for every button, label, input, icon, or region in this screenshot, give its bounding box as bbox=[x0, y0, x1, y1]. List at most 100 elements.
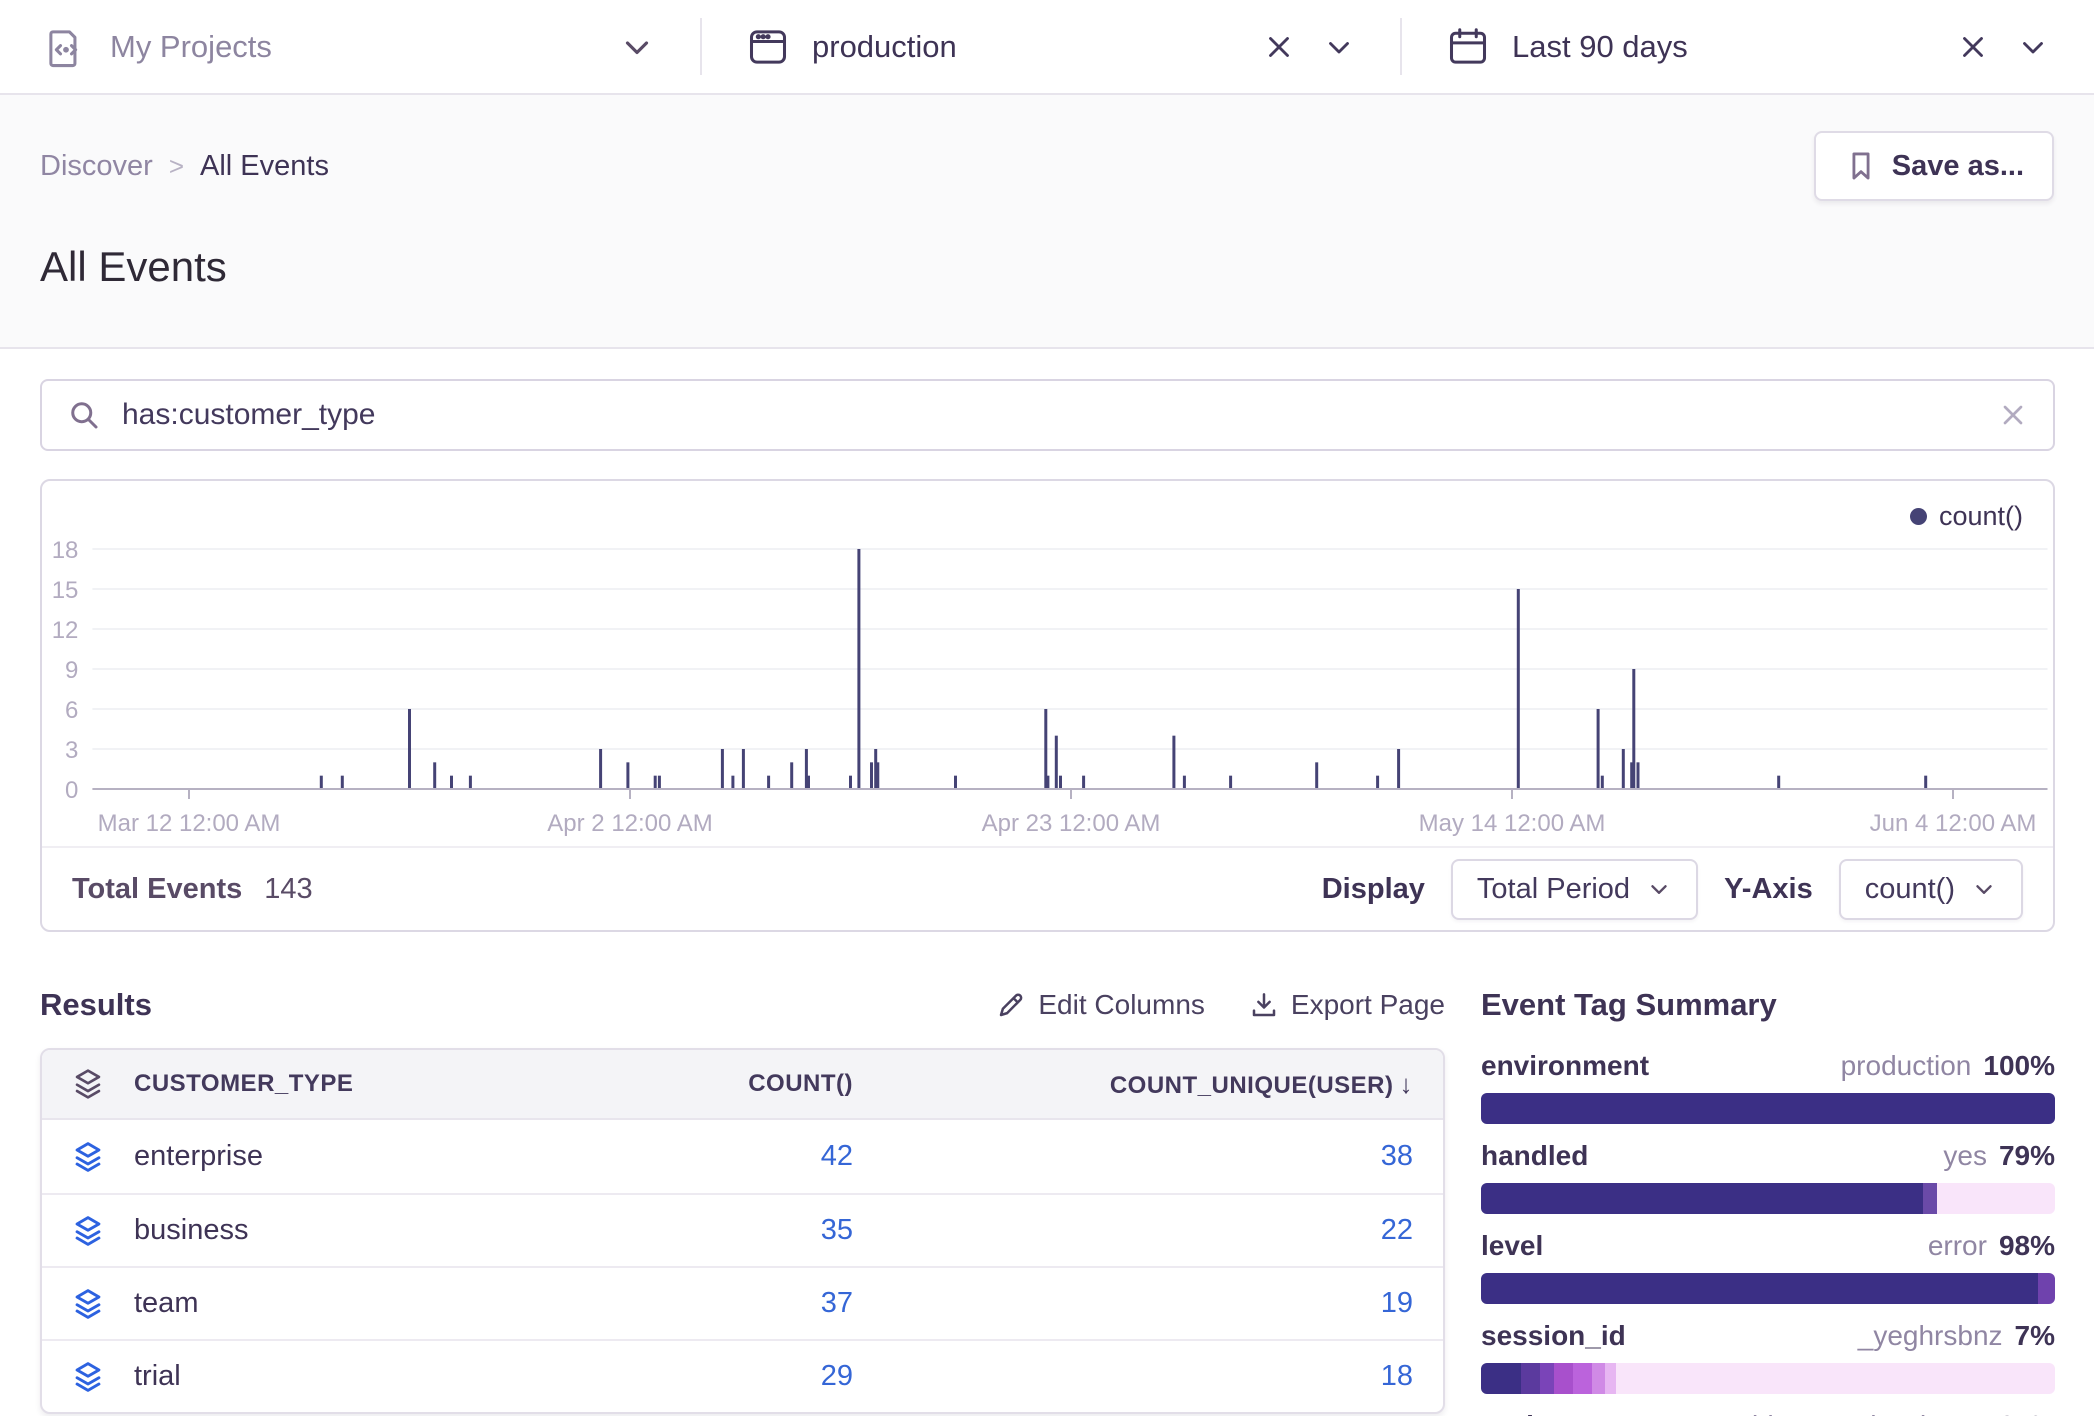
count-unique-user-value-link[interactable]: 38 bbox=[1380, 1140, 1413, 1172]
tag-name[interactable]: project bbox=[1481, 1410, 1574, 1416]
tag-bar-segment bbox=[1922, 1183, 1938, 1214]
chart-legend: count() bbox=[1909, 501, 2023, 532]
svg-text:15: 15 bbox=[52, 577, 79, 604]
breadcrumb-discover-link[interactable]: Discover bbox=[40, 149, 153, 182]
tag-distribution-bar[interactable] bbox=[1481, 1273, 2055, 1304]
tag-bar-segment bbox=[1481, 1183, 1923, 1214]
page-header: Discover > All Events Save as... All Eve… bbox=[0, 95, 2094, 349]
display-dropdown[interactable]: Total Period bbox=[1450, 858, 1699, 920]
tag-distribution-bar[interactable] bbox=[1481, 1363, 2055, 1394]
customer-type-value: business bbox=[134, 1214, 249, 1246]
download-icon bbox=[1252, 993, 1276, 1017]
svg-text:Apr 23 12:00 AM: Apr 23 12:00 AM bbox=[982, 810, 1161, 837]
column-header-customer-type[interactable]: CUSTOMER_TYPE bbox=[134, 1070, 354, 1097]
sort-desc-icon: ↓ bbox=[1399, 1068, 1413, 1099]
clear-environment-icon[interactable] bbox=[1262, 30, 1296, 64]
table-row: business 35 22 bbox=[42, 1193, 1443, 1266]
table-row: team 37 19 bbox=[42, 1266, 1443, 1339]
stack-icon bbox=[75, 1361, 101, 1392]
calendar-icon bbox=[1449, 27, 1487, 64]
project-selector[interactable]: My Projects bbox=[0, 0, 700, 93]
y-axis-dropdown[interactable]: count() bbox=[1838, 858, 2023, 920]
stack-icon bbox=[75, 1288, 101, 1319]
tag-percent: 79% bbox=[1998, 1140, 2055, 1171]
chart-footer: Total Events 143 Display Total Period Y-… bbox=[42, 846, 2053, 930]
edit-columns-button[interactable]: Edit Columns bbox=[996, 989, 1205, 1021]
search-input[interactable] bbox=[122, 398, 1977, 432]
table-header-row: CUSTOMER_TYPE COUNT() COUNT_UNIQUE(USER)… bbox=[42, 1050, 1443, 1120]
date-range-selector[interactable]: Last 90 days bbox=[1402, 0, 2094, 93]
breadcrumb: Discover > All Events bbox=[40, 150, 329, 183]
tag-top-value: error bbox=[1927, 1230, 1987, 1261]
clear-search-icon[interactable] bbox=[1997, 399, 2029, 431]
search-bar bbox=[40, 379, 2055, 451]
tag-summary-row: environment production 100% bbox=[1481, 1050, 2055, 1124]
svg-text:3: 3 bbox=[65, 737, 78, 764]
chevron-down-icon bbox=[1976, 885, 1992, 894]
export-page-button[interactable]: Export Page bbox=[1249, 989, 1445, 1021]
tag-summary-row: project ido-react-hardware 61% bbox=[1481, 1410, 2055, 1416]
svg-text:0: 0 bbox=[65, 777, 78, 804]
save-as-button[interactable]: Save as... bbox=[1813, 131, 2054, 201]
legend-count-dot bbox=[1909, 508, 1927, 525]
y-axis-label: Y-Axis bbox=[1724, 872, 1813, 905]
table-row: enterprise 42 38 bbox=[42, 1120, 1443, 1193]
customer-type-value: trial bbox=[134, 1360, 181, 1392]
tag-top-value: ido-react-hardware bbox=[1752, 1410, 1987, 1416]
chevron-down-icon[interactable] bbox=[618, 28, 656, 66]
tag-bar-segment bbox=[1539, 1363, 1555, 1394]
tag-name[interactable]: handled bbox=[1481, 1140, 1589, 1171]
tag-bar-segment bbox=[1616, 1363, 2055, 1394]
count-unique-user-value-link[interactable]: 19 bbox=[1380, 1287, 1413, 1319]
count-unique-user-value-link[interactable]: 18 bbox=[1380, 1360, 1413, 1392]
tag-name[interactable]: level bbox=[1481, 1230, 1544, 1261]
count-value-link[interactable]: 37 bbox=[820, 1287, 853, 1319]
tag-bar-segment bbox=[1592, 1363, 1605, 1394]
display-label: Display bbox=[1321, 872, 1425, 905]
breadcrumb-current: All Events bbox=[200, 149, 329, 182]
tag-distribution-bar[interactable] bbox=[1481, 1093, 2055, 1124]
tag-summary-row: handled yes 79% bbox=[1481, 1140, 2055, 1214]
svg-text:18: 18 bbox=[52, 537, 79, 564]
nav-divider bbox=[700, 18, 702, 75]
bookmark-icon bbox=[1852, 152, 1870, 180]
events-spike-chart[interactable]: 0 3 6 9 12 15 18 Mar 12 12:00 AM Apr 2 12:00 AM A… bbox=[42, 489, 2053, 841]
tag-percent: 100% bbox=[1983, 1050, 2055, 1081]
save-as-label: Save as... bbox=[1891, 149, 2024, 182]
count-value-link[interactable]: 42 bbox=[820, 1140, 853, 1172]
environment-selector[interactable]: production bbox=[702, 0, 1400, 93]
tag-distribution-bar[interactable] bbox=[1481, 1183, 2055, 1214]
environment-selector-label: production bbox=[812, 28, 957, 64]
project-selector-label: My Projects bbox=[110, 28, 272, 64]
tag-top-value: _yeghrsbnz bbox=[1857, 1320, 2003, 1351]
tag-bar-segment bbox=[1572, 1363, 1593, 1394]
tag-bar-segment bbox=[1481, 1363, 1522, 1394]
count-value-link[interactable]: 29 bbox=[820, 1360, 853, 1392]
column-header-count[interactable]: COUNT() bbox=[748, 1070, 853, 1097]
total-events-label: Total Events bbox=[72, 872, 243, 905]
tag-percent: 98% bbox=[1998, 1230, 2055, 1261]
chevron-down-icon[interactable] bbox=[2016, 30, 2050, 64]
tag-summary-row: level error 98% bbox=[1481, 1230, 2055, 1304]
tag-name[interactable]: environment bbox=[1481, 1050, 1650, 1081]
tag-bar-segment bbox=[1521, 1363, 1540, 1394]
breadcrumb-separator: > bbox=[168, 150, 184, 181]
tag-summary-heading: Event Tag Summary bbox=[1481, 987, 1777, 1022]
column-header-count-unique-user[interactable]: COUNT_UNIQUE(USER) ↓ bbox=[1109, 1068, 1413, 1099]
tag-bar-segment bbox=[1604, 1363, 1617, 1394]
tag-name[interactable]: session_id bbox=[1481, 1320, 1626, 1351]
clear-date-icon[interactable] bbox=[1956, 30, 1990, 64]
stack-icon bbox=[75, 1215, 101, 1246]
customer-type-value: team bbox=[134, 1287, 199, 1319]
count-value-link[interactable]: 35 bbox=[820, 1214, 853, 1246]
count-unique-user-value-link[interactable]: 22 bbox=[1380, 1214, 1413, 1246]
stack-icon bbox=[75, 1069, 101, 1099]
tag-top-value: yes bbox=[1943, 1140, 1987, 1171]
chevron-down-icon bbox=[1651, 885, 1667, 894]
svg-text:May 14 12:00 AM: May 14 12:00 AM bbox=[1419, 810, 1606, 837]
legend-count-label: count() bbox=[1938, 501, 2023, 531]
chevron-down-icon[interactable] bbox=[1322, 30, 1356, 64]
tag-bar-segment bbox=[1481, 1093, 2055, 1124]
tag-summary-row: session_id _yeghrsbnz 7% bbox=[1481, 1320, 2055, 1394]
tag-bar-segment bbox=[2037, 1273, 2055, 1304]
